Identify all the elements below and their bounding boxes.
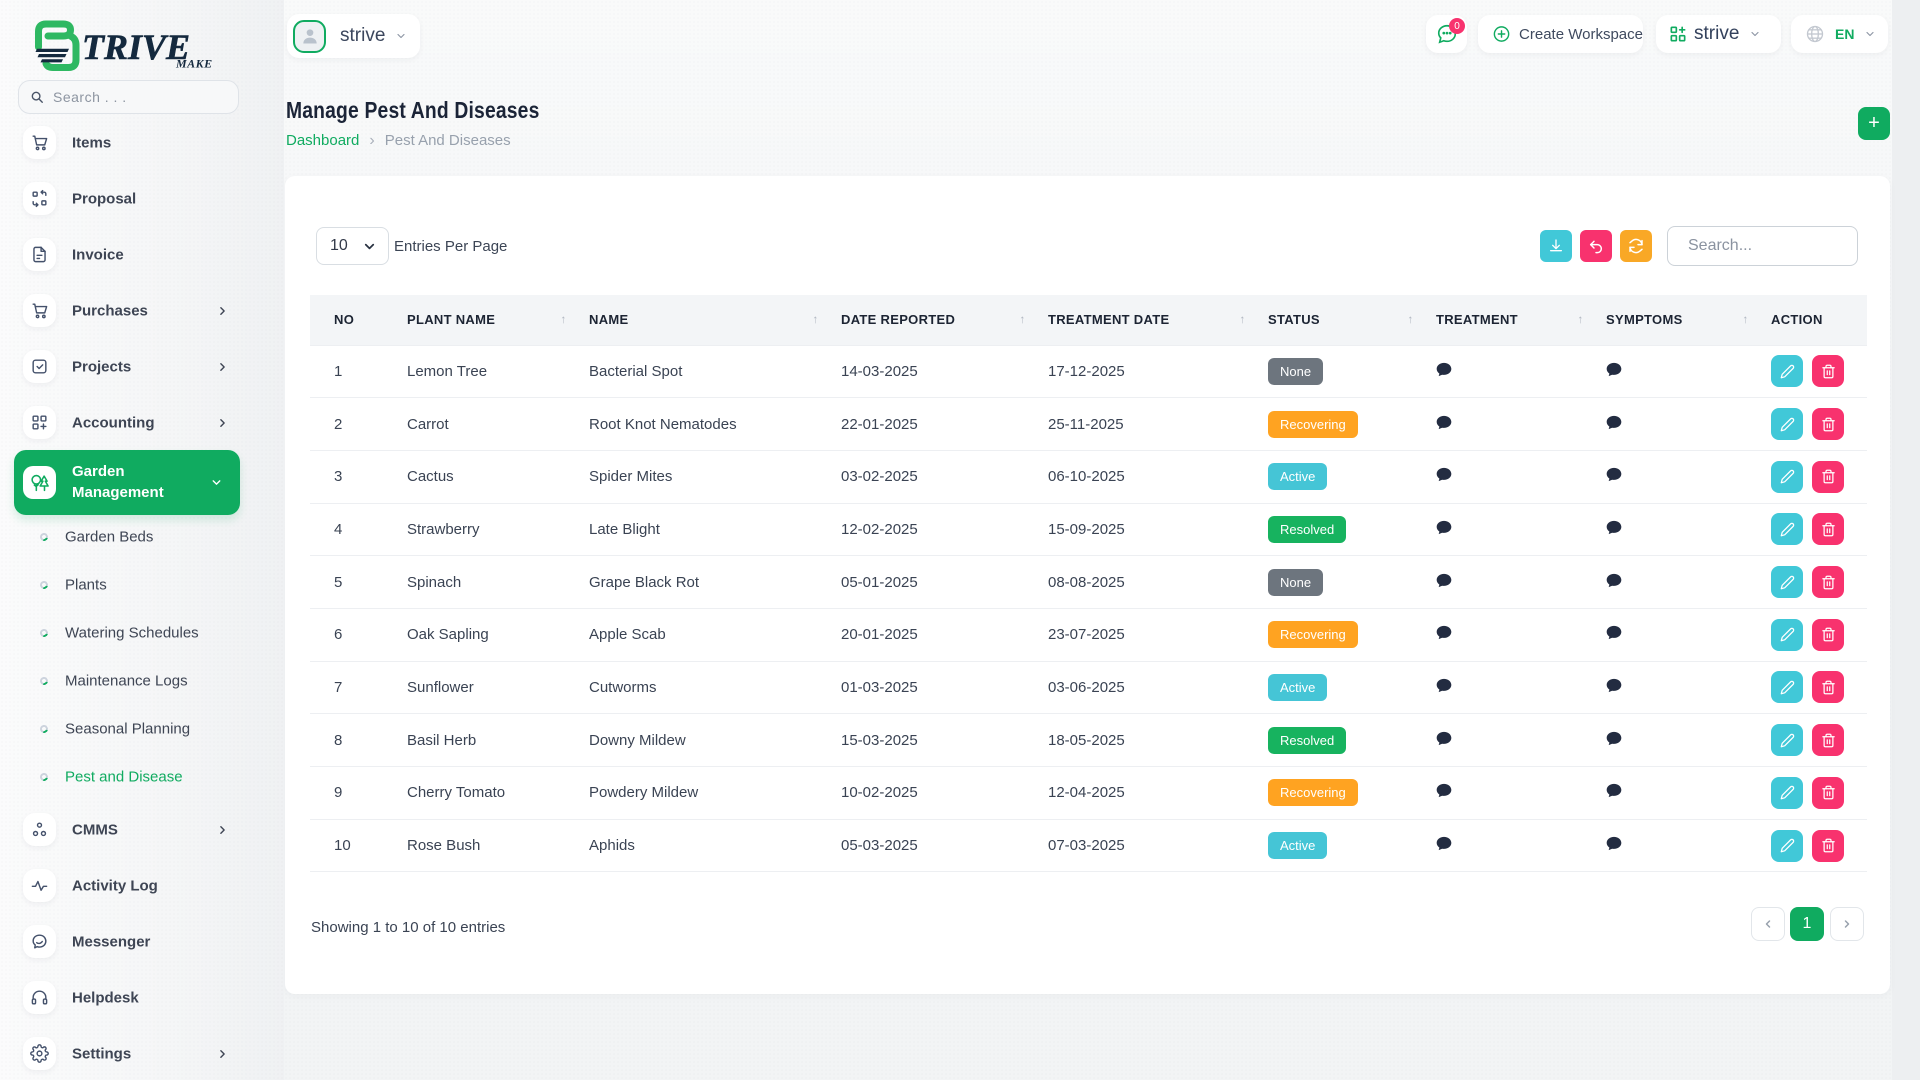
svg-text:TRIVE: TRIVE xyxy=(82,27,190,67)
svg-text:MAKE: MAKE xyxy=(175,57,213,71)
